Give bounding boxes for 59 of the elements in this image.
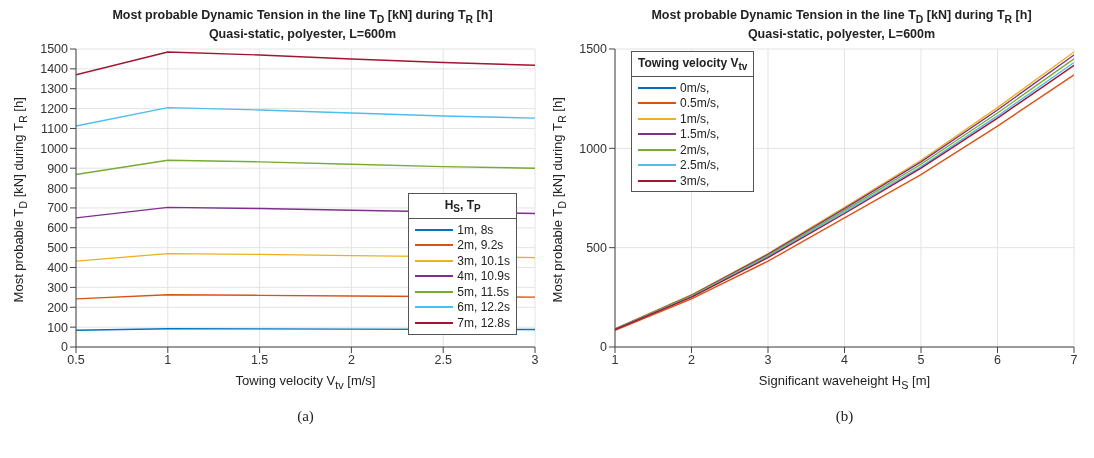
y-tick-label: 0 <box>61 339 69 354</box>
chart-subtitle: Quasi-static, polyester, L=600m <box>207 26 398 41</box>
legend-title: H$_{S}$, T$_{P}$ <box>443 196 482 216</box>
legend-label: 4m, 10.9s <box>457 269 510 284</box>
x-tick-label: 2 <box>347 352 355 367</box>
y-tick-label: 1400 <box>40 61 69 76</box>
legend-label: 3m, 10.1s <box>457 253 510 268</box>
y-tick-label: 1200 <box>40 101 69 116</box>
y-tick-label: 100 <box>47 320 69 335</box>
y-tick-label: 500 <box>47 240 69 255</box>
legend-label: 0.5m/s, <box>680 96 720 111</box>
x-tick-label: 6 <box>994 352 1002 367</box>
legend-label: 0m/s, <box>680 80 710 95</box>
x-axis-title: Towing velocity V$_{tv}$ [m/s] <box>234 372 377 391</box>
x-tick-label: 2.5 <box>434 352 452 367</box>
y-tick-label: 1500 <box>40 41 69 56</box>
y-tick-label: 200 <box>47 300 69 315</box>
x-tick-label: 1 <box>164 352 172 367</box>
x-axis-title: Significant waveheight H$_{S}$ [m] <box>757 372 932 391</box>
y-tick-label: 900 <box>47 161 69 176</box>
legend-label: 2.5m/s, <box>680 158 720 173</box>
legend-label: 6m, 12.2s <box>457 300 510 315</box>
x-tick-label: 5 <box>917 352 925 367</box>
y-tick-label: 1300 <box>40 81 69 96</box>
legend-label: 1m/s, <box>680 111 710 126</box>
line-series <box>76 159 535 175</box>
legend-label: 7m, 12.8s <box>457 315 510 330</box>
y-tick-label: 1000 <box>579 141 608 156</box>
x-tick-label: 0.5 <box>67 352 85 367</box>
chart-title: Most probable Dynamic Tension in the line T$_{D}$ [kN] during T$_{R}$ [h] <box>111 8 494 25</box>
y-tick-label: 400 <box>47 260 69 275</box>
y-tick-label: 800 <box>47 181 69 195</box>
y-tick-label: 500 <box>586 240 608 255</box>
y-tick-label: 1500 <box>579 41 608 56</box>
legend-label: 2m/s, <box>680 142 710 157</box>
legend-label: 1m, 8s <box>457 222 494 237</box>
legend-label: 2m, 9.2s <box>457 238 504 253</box>
line-series <box>76 106 535 127</box>
text: (b) <box>834 408 855 426</box>
y-tick-label: 1100 <box>41 121 69 136</box>
text: (a) <box>296 408 315 426</box>
x-tick-label: 4 <box>841 352 849 367</box>
legend-label: 5m, 11.5s <box>457 284 510 299</box>
legend-label: 3m/s, <box>680 173 710 188</box>
x-tick-label: 1.5 <box>250 352 269 367</box>
y-tick-label: 0 <box>600 339 608 354</box>
chart-subtitle: Quasi-static, polyester, L=600m <box>746 26 937 41</box>
y-tick-label: 1000 <box>40 141 69 156</box>
x-tick-label: 1 <box>611 352 619 367</box>
chart-title: Most probable Dynamic Tension in the line T$_{D}$ [kN] during T$_{R}$ [h] <box>650 8 1033 25</box>
y-tick-label: 700 <box>47 200 69 215</box>
legend-label: 1.5m/s, <box>680 127 720 142</box>
y-tick-label: 600 <box>47 220 69 235</box>
x-tick-label: 3 <box>531 352 539 367</box>
x-tick-label: 7 <box>1070 352 1078 367</box>
x-tick-label: 2 <box>688 352 696 367</box>
x-tick-label: 3 <box>764 352 772 367</box>
y-tick-label: 300 <box>47 280 69 295</box>
legend-title: Towing velocity V$_{tv}$ <box>637 54 749 74</box>
